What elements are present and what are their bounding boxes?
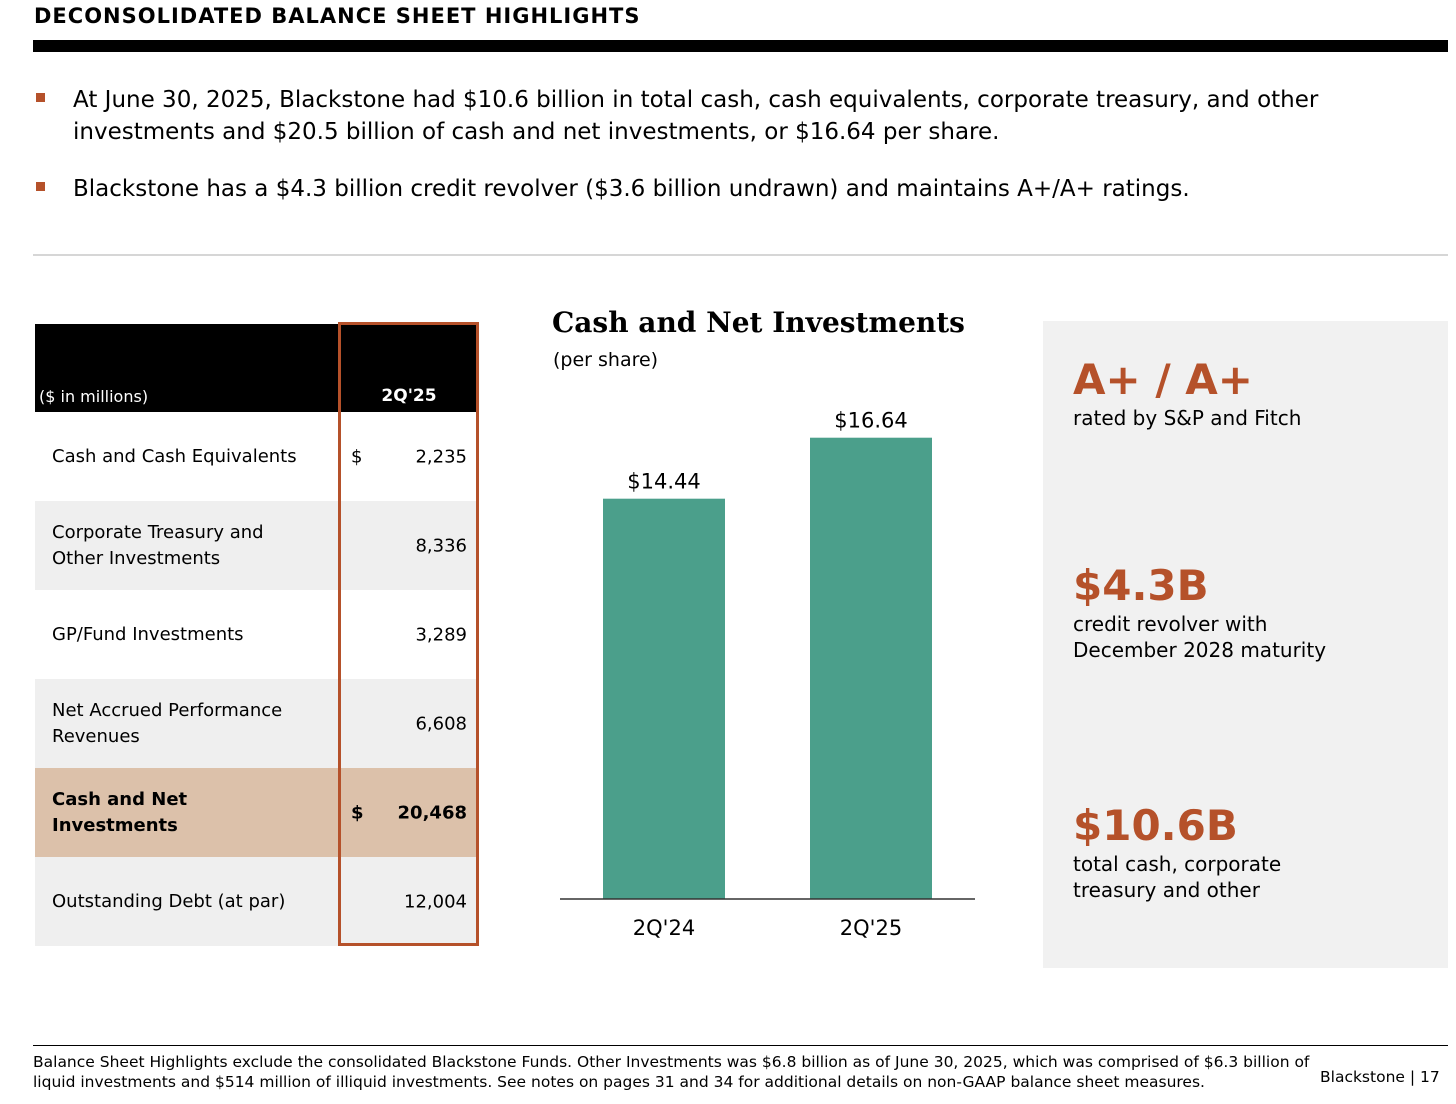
bullet-text: At June 30, 2025, Blackstone had $10.6 b… — [73, 87, 1319, 145]
table-row: Net Accrued Performance Revenues 6,608 — [35, 679, 478, 768]
row-label: Net Accrued Performance Revenues — [52, 699, 283, 747]
footer-rule — [33, 1045, 1448, 1046]
table-row: GP/Fund Investments 3,289 — [35, 590, 478, 679]
bullet-list: At June 30, 2025, Blackstone had $10.6 b… — [34, 84, 1434, 230]
row-label: Corporate Treasury and Other Investments — [52, 521, 264, 569]
bullet-item: At June 30, 2025, Blackstone had $10.6 b… — [34, 84, 1434, 148]
chart-title: Cash and Net Investments — [552, 306, 965, 339]
stat-description: total cash, corporate — [1073, 852, 1282, 876]
table-row-total: Cash and Net Investments $ 20,468 — [35, 768, 478, 857]
balance-sheet-table: ($ in millions) 2Q'25 Cash and Cash Equi… — [35, 324, 478, 946]
bullet-item: Blackstone has a $4.3 billion credit rev… — [34, 173, 1434, 205]
row-label: Cash and Cash Equivalents — [52, 445, 297, 467]
table-row: Cash and Cash Equivalents $ 2,235 — [35, 412, 478, 501]
section-divider — [33, 254, 1448, 256]
row-label: GP/Fund Investments — [52, 623, 244, 645]
row-label: Outstanding Debt (at par) — [52, 890, 286, 912]
column-highlight-outline — [338, 322, 479, 946]
title-rule — [33, 40, 1448, 52]
bullet-square-icon — [36, 93, 45, 102]
row-currency: $ — [351, 446, 363, 467]
stats-panel: A+ / A+ rated by S&P and Fitch $4.3B cre… — [1043, 321, 1448, 968]
x-tick-label: 2Q'25 — [840, 916, 902, 940]
row-label: Cash and Net Investments — [52, 788, 188, 836]
data-label: $16.64 — [834, 409, 907, 433]
table-row: Outstanding Debt (at par) 12,004 — [35, 857, 478, 946]
stat-value: $4.3B — [1073, 561, 1209, 610]
stat-value: A+ / A+ — [1073, 355, 1253, 404]
stat-revolver: $4.3B credit revolver with December 2028… — [1073, 561, 1326, 663]
column-header: 2Q'25 — [381, 386, 437, 406]
separator: | — [1409, 1068, 1421, 1086]
stat-description: credit revolver with — [1073, 612, 1268, 636]
row-value: 2,235 — [415, 446, 467, 467]
stat-description: rated by S&P and Fitch — [1073, 406, 1302, 430]
bar-2 — [810, 437, 932, 899]
row-currency: $ — [351, 802, 364, 823]
x-tick-label: 2Q'24 — [633, 916, 695, 940]
stat-description: December 2028 maturity — [1073, 638, 1327, 662]
bar-1 — [603, 498, 725, 899]
units-label: ($ in millions) — [39, 387, 149, 406]
bullet-square-icon — [36, 182, 45, 191]
page-footer: Blackstone | 17 — [1320, 1068, 1440, 1086]
table-row: Corporate Treasury and Other Investments… — [35, 501, 478, 590]
bullet-text: Blackstone has a $4.3 billion credit rev… — [73, 176, 1190, 202]
row-value: 6,608 — [415, 713, 467, 734]
data-label: $14.44 — [627, 470, 700, 494]
stat-description: treasury and other — [1073, 878, 1260, 902]
footnote: Balance Sheet Highlights exclude the con… — [33, 1053, 1310, 1091]
bar-chart: $14.44 2Q'24 $16.64 2Q'25 — [560, 409, 975, 940]
stat-rating: A+ / A+ rated by S&P and Fitch — [1073, 355, 1301, 431]
stat-value: $10.6B — [1073, 801, 1238, 850]
row-value: 20,468 — [397, 802, 467, 823]
stat-total-cash: $10.6B total cash, corporate treasury an… — [1073, 801, 1281, 903]
row-value: 8,336 — [415, 535, 467, 556]
page-number: 17 — [1420, 1068, 1440, 1086]
row-value: 3,289 — [415, 624, 467, 645]
page-title: DECONSOLIDATED BALANCE SHEET HIGHLIGHTS — [34, 4, 641, 28]
chart-subtitle: (per share) — [553, 349, 659, 371]
row-value: 12,004 — [404, 891, 467, 912]
brand-name: Blackstone — [1320, 1068, 1405, 1086]
table-header: ($ in millions) 2Q'25 — [35, 324, 478, 412]
